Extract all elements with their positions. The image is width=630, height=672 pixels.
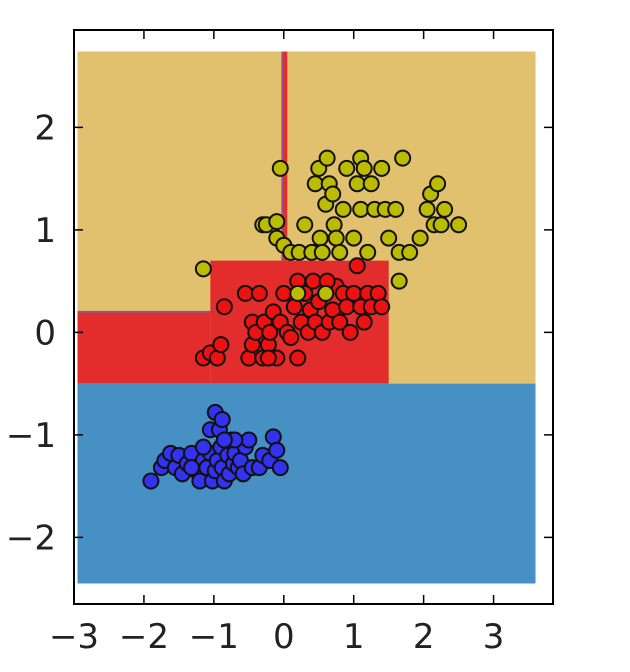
scatter-point [390, 272, 408, 290]
scatter-point [324, 185, 342, 203]
scatter-point [271, 459, 289, 477]
scatter-point [289, 284, 307, 302]
scatter-point [338, 159, 356, 177]
scatter-point [450, 216, 468, 234]
scatter-point [215, 431, 233, 449]
scatter-point [318, 149, 336, 167]
scatter-point [194, 438, 212, 456]
y-tick-label: −2 [6, 518, 56, 558]
data-points [142, 149, 468, 490]
scatter-point [341, 323, 359, 341]
decision-region-class-1 [77, 311, 211, 384]
scatter-point [261, 323, 279, 341]
x-tick-label: 1 [343, 617, 365, 657]
y-tick-label: 1 [34, 211, 56, 251]
scatter-point [275, 284, 293, 302]
scatter-point [345, 229, 363, 247]
scatter-point [259, 349, 277, 367]
scatter-point [240, 431, 258, 449]
x-tick-label: 0 [273, 617, 295, 657]
scatter-point [355, 159, 373, 177]
scatter-point [432, 216, 450, 234]
scatter-point [418, 200, 436, 218]
scatter-point [331, 243, 349, 261]
plot-frame [73, 29, 554, 605]
scatter-point [271, 159, 289, 177]
x-tick-label: 2 [413, 617, 435, 657]
y-tick-label: 0 [34, 313, 56, 353]
scatter-point [359, 243, 377, 261]
scatter-point [401, 243, 419, 261]
x-tick-label: 3 [483, 617, 505, 657]
scatter-point [387, 200, 405, 218]
scatter-point [296, 216, 314, 234]
x-axis-ticks: −3 −2 −1 0 1 2 3 [49, 30, 504, 657]
scatter-point [327, 229, 345, 247]
scatter-point [289, 349, 307, 367]
scatter-point [311, 229, 329, 247]
scatter-point [394, 149, 412, 167]
y-tick-label: 2 [34, 108, 56, 148]
scatter-point [250, 284, 268, 302]
scatter-point [355, 313, 373, 331]
scatter-point [331, 313, 349, 331]
scatter-point [194, 260, 212, 278]
scatter-point [380, 229, 398, 247]
scatter-point [373, 298, 391, 316]
scatter-point [348, 257, 366, 275]
scatter-point [282, 329, 300, 346]
scatter-point [304, 272, 322, 290]
scatter-point [313, 243, 331, 261]
scatter-point [362, 175, 380, 193]
scatter-point [215, 298, 233, 316]
scatter-point [352, 200, 370, 218]
scatter-point [212, 336, 230, 354]
x-tick-label: −3 [49, 617, 99, 657]
scatter-point [236, 284, 254, 302]
decision-region-class-1 [282, 51, 288, 261]
scatter-point [268, 213, 286, 231]
scatter-point [348, 175, 366, 193]
scatter-point [429, 175, 447, 193]
scatter-point [268, 441, 286, 459]
scatter-point [436, 200, 454, 218]
scatter-point [373, 159, 391, 177]
scatter-point [182, 459, 200, 477]
scatter-point [213, 411, 231, 428]
x-tick-label: −2 [119, 617, 169, 657]
y-tick-label: −1 [6, 416, 56, 456]
scatter-point [411, 229, 429, 247]
x-tick-label: −1 [189, 617, 239, 657]
scatter-point [306, 175, 324, 193]
scatter-point [317, 284, 335, 302]
y-axis-ticks: −2 −1 0 1 2 [6, 108, 553, 558]
scatter-point [142, 472, 160, 490]
scatter-point [334, 200, 352, 218]
